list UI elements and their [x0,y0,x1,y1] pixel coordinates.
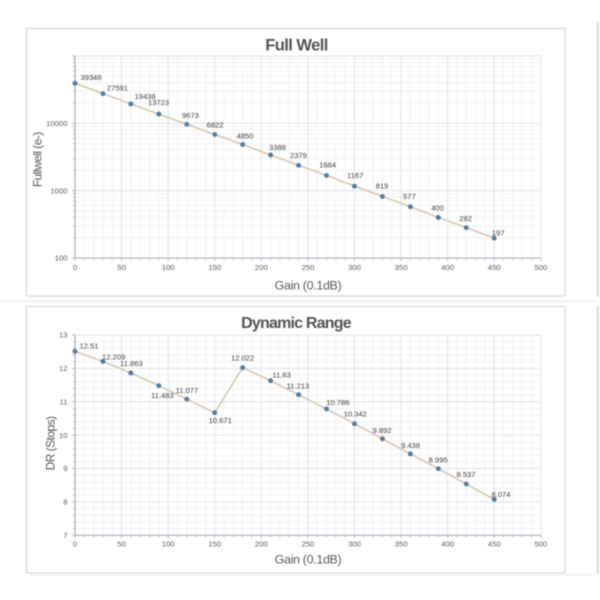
svg-text:2379: 2379 [290,151,307,160]
svg-text:10.671: 10.671 [209,416,232,425]
svg-text:150: 150 [208,540,221,549]
svg-text:12.51: 12.51 [80,342,99,351]
svg-text:11.63: 11.63 [272,371,290,380]
svg-text:450: 450 [488,540,501,549]
svg-text:Full Well: Full Well [265,36,328,54]
svg-text:100: 100 [162,540,175,549]
svg-text:300: 300 [348,263,361,272]
svg-text:0: 0 [73,263,77,272]
svg-text:Fullwell (e-): Fullwell (e-) [31,132,45,187]
svg-text:1167: 1167 [347,171,363,180]
svg-text:Dynamic Range: Dynamic Range [241,315,352,332]
svg-text:400: 400 [431,203,444,212]
svg-text:0: 0 [73,540,77,549]
svg-text:10.342: 10.342 [344,410,367,419]
svg-text:6822: 6822 [207,121,224,130]
svg-text:8.074: 8.074 [492,490,511,499]
svg-text:250: 250 [301,540,314,549]
svg-text:250: 250 [301,263,314,272]
svg-text:200: 200 [255,263,268,272]
svg-text:819: 819 [376,181,389,190]
svg-text:13: 13 [59,331,68,340]
svg-text:27591: 27591 [107,84,128,93]
svg-text:500: 500 [534,263,547,272]
svg-text:577: 577 [403,192,416,201]
svg-text:100: 100 [55,254,68,263]
svg-text:10.786: 10.786 [326,398,349,407]
svg-text:10000: 10000 [46,119,67,128]
svg-text:12.022: 12.022 [231,354,254,363]
svg-text:1684: 1684 [319,161,336,170]
svg-text:DR (Stops): DR (Stops) [44,416,58,470]
svg-text:197: 197 [492,228,505,237]
svg-text:Gain (0.1dB): Gain (0.1dB) [275,552,342,566]
svg-text:12.209: 12.209 [102,353,125,362]
svg-text:50: 50 [117,263,126,272]
svg-text:9.892: 9.892 [373,426,392,435]
svg-text:11.077: 11.077 [176,386,199,395]
svg-text:400: 400 [441,540,454,549]
svg-text:13723: 13723 [148,98,169,107]
svg-text:9.438: 9.438 [401,441,420,450]
svg-text:9: 9 [63,464,67,473]
svg-text:9673: 9673 [182,111,199,120]
svg-text:8: 8 [63,498,67,507]
svg-text:50: 50 [117,540,126,549]
svg-text:39348: 39348 [81,73,102,82]
svg-text:11: 11 [60,397,68,406]
svg-text:8.537: 8.537 [457,470,476,479]
svg-text:19438: 19438 [135,92,156,101]
svg-text:11.213: 11.213 [287,382,310,391]
svg-text:400: 400 [441,263,454,272]
svg-text:12: 12 [59,364,68,373]
svg-text:150: 150 [208,263,221,272]
svg-text:8.995: 8.995 [429,456,448,465]
svg-text:350: 350 [395,263,408,272]
svg-text:100: 100 [162,263,175,272]
svg-text:7: 7 [63,531,67,540]
svg-text:350: 350 [395,540,408,549]
svg-text:1000: 1000 [50,186,67,195]
svg-text:282: 282 [459,214,472,223]
svg-text:500: 500 [534,540,547,549]
svg-text:11.483: 11.483 [151,391,174,400]
svg-text:4850: 4850 [237,132,254,141]
svg-text:3388: 3388 [269,143,286,152]
svg-text:300: 300 [348,540,361,549]
svg-text:200: 200 [255,540,268,549]
svg-text:Gain (0.1dB): Gain (0.1dB) [275,278,342,292]
svg-text:10: 10 [59,431,68,440]
svg-text:450: 450 [488,263,501,272]
svg-text:11.863: 11.863 [120,359,143,368]
